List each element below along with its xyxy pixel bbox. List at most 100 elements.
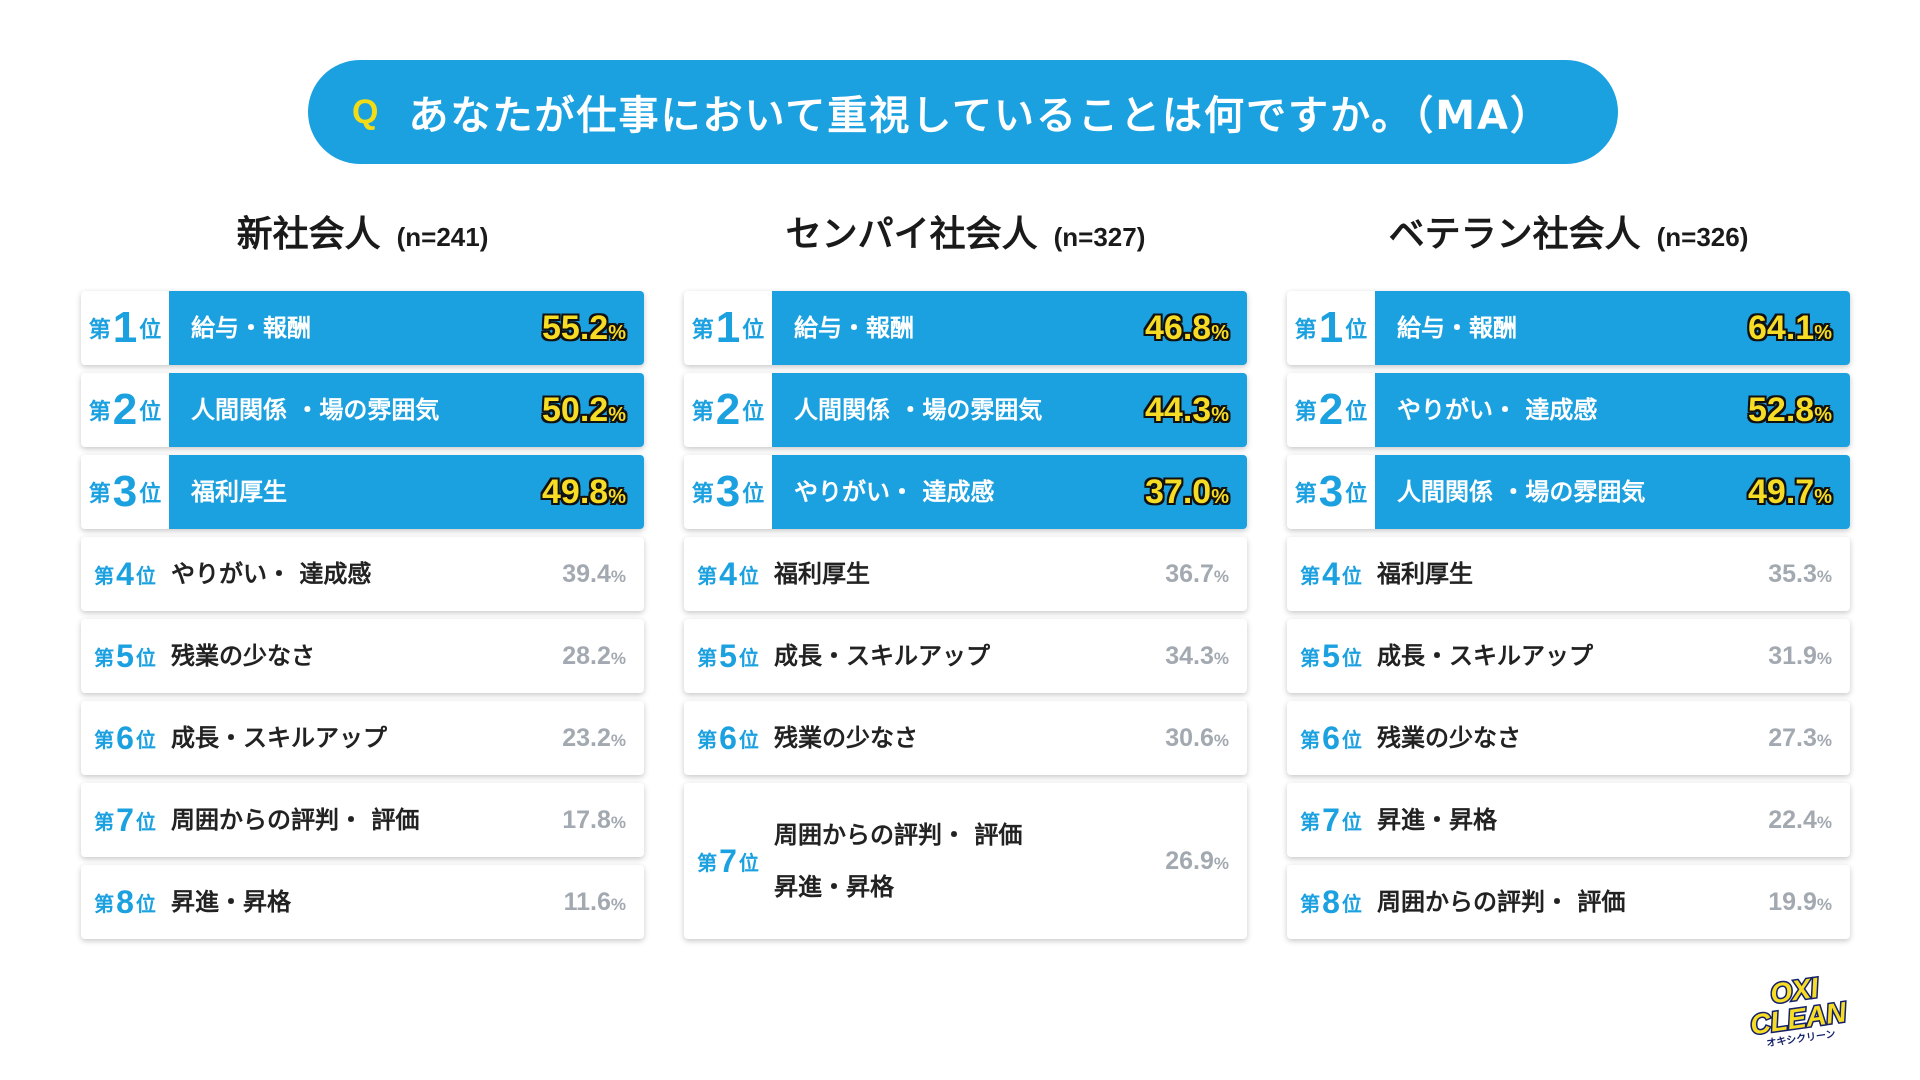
rank-row: 第 5 位成長・スキルアップ 31.9% bbox=[1287, 619, 1850, 693]
rank-suffix: 位 bbox=[139, 318, 162, 343]
rank-number: 3 bbox=[715, 467, 741, 516]
rank-number: 2 bbox=[715, 385, 741, 434]
rank-row: 第 6 位残業の少なさ 27.3% bbox=[1287, 701, 1850, 775]
percent-sign: % bbox=[1814, 321, 1832, 344]
rank-labels: 残業の少なさ bbox=[774, 712, 918, 764]
rank-body: 人間関係 ・場の雰囲気 49.7% bbox=[1375, 455, 1850, 529]
percent-sign: % bbox=[1213, 566, 1229, 586]
rank-prefix: 第 bbox=[697, 563, 718, 588]
rank-body: 人間関係 ・場の雰囲気 44.3% bbox=[772, 373, 1247, 447]
percent-value: 46.8 bbox=[1145, 308, 1212, 347]
percent-value: 35.3 bbox=[1768, 559, 1817, 588]
rank-row: 第 7 位周囲からの評判・ 評価 17.8% bbox=[81, 783, 644, 857]
rank-number: 5 bbox=[719, 637, 737, 674]
percent-sign: % bbox=[610, 812, 626, 832]
question-banner: Q あなたが仕事において重視していることは何ですか。（MA） bbox=[308, 60, 1618, 164]
rank-value: 52.8% bbox=[1748, 391, 1832, 430]
rank-label: 人間関係 ・場の雰囲気 bbox=[1397, 478, 1646, 506]
rank-body: 昇進・昇格 22.4% bbox=[1375, 783, 1850, 857]
rank-suffix: 位 bbox=[1341, 563, 1362, 588]
rank-value: 26.9% bbox=[1165, 847, 1229, 876]
rank-row: 第 7 位昇進・昇格 22.4% bbox=[1287, 783, 1850, 857]
rank-label: やりがい・ 達成感 bbox=[794, 478, 995, 506]
rank-label: 成長・スキルアップ bbox=[774, 642, 990, 670]
rank-prefix: 第 bbox=[1300, 563, 1321, 588]
rank-labels: 人間関係 ・場の雰囲気 bbox=[191, 384, 439, 436]
rank-value: 31.9% bbox=[1768, 642, 1832, 671]
rank-labels: 成長・スキルアップ bbox=[774, 630, 990, 682]
rank-value: 49.8% bbox=[542, 473, 626, 512]
rank-number: 8 bbox=[116, 883, 134, 920]
rank-number: 5 bbox=[116, 637, 134, 674]
percent-sign: % bbox=[1211, 485, 1229, 508]
rank-value: 30.6% bbox=[1165, 724, 1229, 753]
percent-value: 17.8 bbox=[562, 805, 611, 834]
rank-suffix: 位 bbox=[135, 563, 156, 588]
percent-value: 19.9 bbox=[1768, 887, 1817, 916]
oxiclean-logo: OXI CLEAN オキシクリーン bbox=[1747, 970, 1851, 1049]
rank-prefix: 第 bbox=[1294, 400, 1317, 425]
rank-row: 第 3 位福利厚生 49.8% bbox=[81, 455, 644, 529]
rank-body: 給与・報酬 55.2% bbox=[169, 291, 644, 365]
rank-row: 第 2 位人間関係 ・場の雰囲気 44.3% bbox=[684, 373, 1247, 447]
rank-value: 35.3% bbox=[1768, 560, 1832, 589]
percent-sign: % bbox=[1816, 566, 1832, 586]
rank-prefix: 第 bbox=[94, 809, 115, 834]
rank-prefix: 第 bbox=[1300, 727, 1321, 752]
rank-labels: やりがい・ 達成感 bbox=[171, 548, 371, 600]
rank-prefix: 第 bbox=[691, 400, 714, 425]
percent-sign: % bbox=[1814, 403, 1832, 426]
percent-value: 39.4 bbox=[562, 559, 611, 588]
rank-prefix: 第 bbox=[691, 482, 714, 507]
percent-sign: % bbox=[610, 730, 626, 750]
percent-sign: % bbox=[1816, 730, 1832, 750]
rank-suffix: 位 bbox=[139, 482, 162, 507]
rank-number: 6 bbox=[116, 719, 134, 756]
rank-prefix: 第 bbox=[1300, 809, 1321, 834]
percent-value: 23.2 bbox=[562, 723, 611, 752]
rank-number: 4 bbox=[116, 555, 134, 592]
rank-labels: 給与・報酬 bbox=[1397, 302, 1517, 354]
rank-prefix: 第 bbox=[697, 645, 718, 670]
rank-prefix: 第 bbox=[94, 891, 115, 916]
percent-value: 37.0 bbox=[1145, 472, 1212, 511]
percent-value: 28.2 bbox=[562, 641, 611, 670]
percent-value: 31.9 bbox=[1768, 641, 1817, 670]
rank-number: 8 bbox=[1322, 883, 1340, 920]
rank-body: 給与・報酬 64.1% bbox=[1375, 291, 1850, 365]
rank-label: 給与・報酬 bbox=[1397, 314, 1517, 342]
rank-label: 成長・スキルアップ bbox=[1377, 642, 1593, 670]
rank-prefix: 第 bbox=[94, 727, 115, 752]
rank-suffix: 位 bbox=[738, 727, 759, 752]
rank-body: やりがい・ 達成感 52.8% bbox=[1375, 373, 1850, 447]
rank-label: 給与・報酬 bbox=[191, 314, 311, 342]
percent-value: 27.3 bbox=[1768, 723, 1817, 752]
percent-sign: % bbox=[1816, 648, 1832, 668]
rank-prefix: 第 bbox=[88, 482, 111, 507]
column-header: 新社会人 (n=241) bbox=[81, 205, 644, 261]
rank-labels: 福利厚生 bbox=[191, 466, 287, 518]
rank-value: 55.2% bbox=[542, 309, 626, 348]
rank-prefix: 第 bbox=[1300, 891, 1321, 916]
rank-number: 3 bbox=[1318, 467, 1344, 516]
percent-sign: % bbox=[1211, 321, 1229, 344]
percent-sign: % bbox=[1213, 730, 1229, 750]
rank-prefix: 第 bbox=[697, 727, 718, 752]
rank-value: 34.3% bbox=[1165, 642, 1229, 671]
percent-value: 49.8 bbox=[542, 472, 609, 511]
rank-suffix: 位 bbox=[1345, 482, 1368, 507]
rank-prefix: 第 bbox=[1300, 645, 1321, 670]
rank-row: 第 1 位給与・報酬 55.2% bbox=[81, 291, 644, 365]
rank-body: 昇進・昇格 11.6% bbox=[169, 865, 644, 939]
rank-body: 残業の少なさ 30.6% bbox=[772, 701, 1247, 775]
